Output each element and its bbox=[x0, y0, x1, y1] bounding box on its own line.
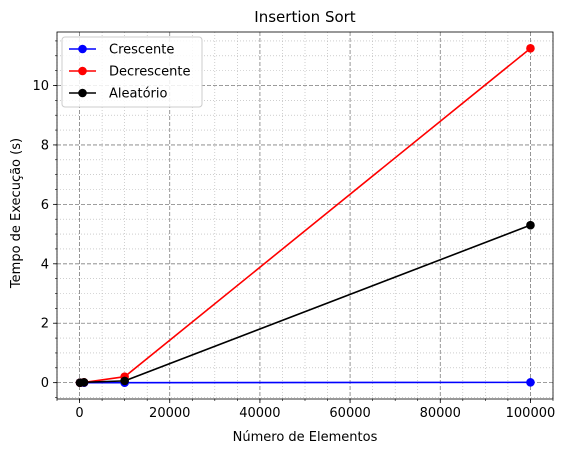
data-point bbox=[526, 44, 535, 53]
x-tick-label: 100000 bbox=[506, 406, 556, 421]
legend-item: Decrescente bbox=[69, 65, 190, 80]
grid bbox=[56, 32, 554, 399]
series-crescente bbox=[75, 378, 535, 387]
x-tick-label: 20000 bbox=[149, 406, 190, 421]
legend-item: Crescente bbox=[69, 43, 174, 58]
legend-item: Aleatório bbox=[69, 87, 167, 102]
axes: 0 20000 40000 60000 80000 100000 0 2 4 6 8 10 bbox=[32, 31, 556, 421]
x-tick-label: 40000 bbox=[239, 406, 280, 421]
legend-swatch-marker bbox=[78, 88, 87, 98]
legend-label: Aleatório bbox=[109, 87, 167, 102]
y-tick-label: 0 bbox=[41, 376, 49, 391]
y-tick-label: 8 bbox=[41, 138, 49, 153]
series-lines bbox=[75, 44, 535, 387]
x-tick-label: 60000 bbox=[329, 406, 370, 421]
data-point bbox=[526, 220, 535, 230]
plot-frame bbox=[56, 31, 554, 400]
y-tick-label: 2 bbox=[41, 317, 49, 332]
series-aleatório bbox=[75, 220, 535, 387]
data-point bbox=[120, 376, 129, 386]
y-tick-label: 6 bbox=[41, 198, 49, 213]
chart-title: Insertion Sort bbox=[254, 8, 356, 26]
legend-swatch-marker bbox=[78, 66, 87, 76]
legend-box bbox=[61, 36, 203, 108]
legend-label: Crescente bbox=[109, 43, 174, 58]
data-point bbox=[526, 378, 535, 387]
x-tick-label: 80000 bbox=[420, 406, 461, 421]
x-tick-label: 0 bbox=[75, 406, 83, 421]
legend-label: Decrescente bbox=[109, 65, 190, 80]
x-axis-label: Número de Elementos bbox=[233, 430, 378, 445]
legend: Crescente Decrescente Aleatório bbox=[61, 36, 203, 108]
y-tick-label: 10 bbox=[32, 79, 49, 94]
legend-swatch-marker bbox=[78, 44, 87, 54]
y-axis-label: Tempo de Execução (s) bbox=[9, 138, 24, 289]
y-tick-label: 4 bbox=[41, 257, 49, 272]
data-point bbox=[79, 378, 89, 387]
